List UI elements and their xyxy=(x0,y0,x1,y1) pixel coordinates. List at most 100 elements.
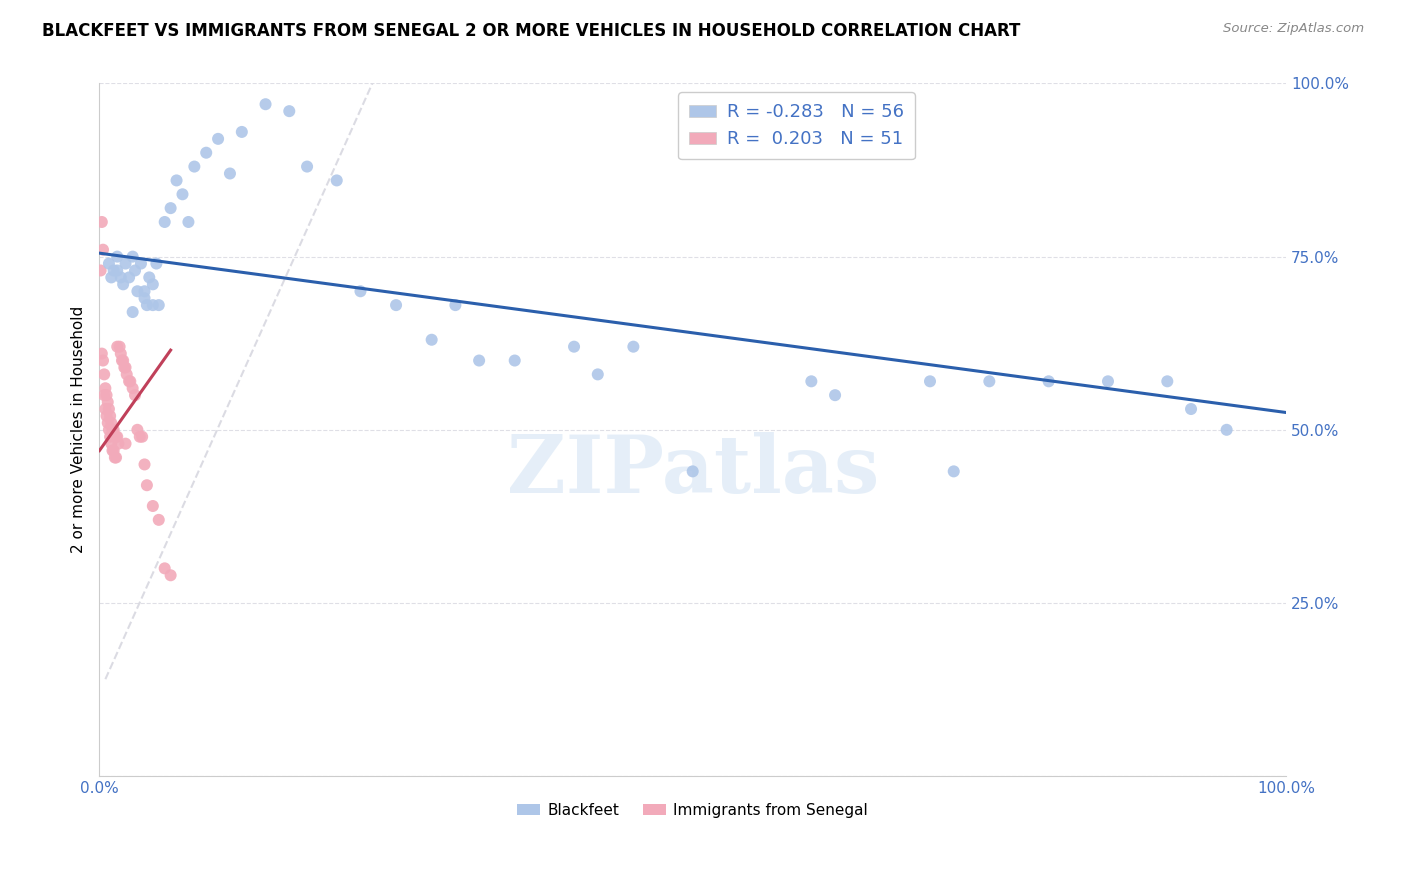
Point xyxy=(918,374,941,388)
Point xyxy=(824,388,846,402)
Point xyxy=(98,409,121,423)
Point xyxy=(349,285,371,299)
Point xyxy=(118,270,141,285)
Point xyxy=(166,173,188,187)
Point xyxy=(110,346,132,360)
Point xyxy=(97,256,120,270)
Point xyxy=(134,291,156,305)
Point xyxy=(97,402,120,417)
Point xyxy=(562,340,585,354)
Point xyxy=(468,353,491,368)
Point xyxy=(134,285,156,299)
Point xyxy=(90,346,112,360)
Point xyxy=(104,450,127,465)
Point xyxy=(96,388,118,402)
Point xyxy=(195,145,218,160)
Point xyxy=(112,360,135,375)
Point xyxy=(942,464,965,478)
Point xyxy=(326,173,349,187)
Point xyxy=(107,436,129,450)
Point xyxy=(177,215,200,229)
Point xyxy=(101,443,124,458)
Point xyxy=(121,250,143,264)
Point xyxy=(121,305,143,319)
Point xyxy=(94,402,117,417)
Point xyxy=(93,388,115,402)
Point xyxy=(101,423,124,437)
Point xyxy=(114,436,136,450)
Point xyxy=(131,430,153,444)
Point xyxy=(105,430,128,444)
Point xyxy=(115,368,138,382)
Point xyxy=(148,513,170,527)
Point xyxy=(127,423,149,437)
Point xyxy=(586,368,609,382)
Point xyxy=(127,285,149,299)
Point xyxy=(142,499,165,513)
Point xyxy=(100,416,122,430)
Point xyxy=(114,256,136,270)
Point xyxy=(105,340,128,354)
Point xyxy=(105,450,128,465)
Point xyxy=(231,125,253,139)
Point xyxy=(503,353,526,368)
Point xyxy=(128,430,150,444)
Point xyxy=(105,250,128,264)
Point xyxy=(94,381,117,395)
Point xyxy=(103,443,125,458)
Point xyxy=(124,263,146,277)
Point xyxy=(183,160,205,174)
Point xyxy=(97,395,120,409)
Point xyxy=(105,430,128,444)
Point xyxy=(385,298,408,312)
Point xyxy=(1215,423,1237,437)
Point xyxy=(979,374,1001,388)
Point xyxy=(97,416,120,430)
Point xyxy=(108,340,131,354)
Point xyxy=(142,298,165,312)
Point xyxy=(105,263,128,277)
Point xyxy=(114,360,136,375)
Point xyxy=(135,298,157,312)
Point xyxy=(1097,374,1119,388)
Point xyxy=(110,270,132,285)
Point xyxy=(120,374,142,388)
Point xyxy=(148,298,170,312)
Point xyxy=(621,340,644,354)
Legend: Blackfeet, Immigrants from Senegal: Blackfeet, Immigrants from Senegal xyxy=(512,797,875,824)
Point xyxy=(254,97,277,112)
Point xyxy=(295,160,318,174)
Point xyxy=(153,561,176,575)
Point xyxy=(444,298,467,312)
Point xyxy=(100,270,122,285)
Point xyxy=(135,478,157,492)
Point xyxy=(172,187,194,202)
Point xyxy=(90,215,112,229)
Point xyxy=(153,215,176,229)
Point xyxy=(91,353,114,368)
Point xyxy=(121,381,143,395)
Point xyxy=(118,374,141,388)
Point xyxy=(103,263,125,277)
Point xyxy=(682,464,704,478)
Text: Source: ZipAtlas.com: Source: ZipAtlas.com xyxy=(1223,22,1364,36)
Point xyxy=(100,436,122,450)
Point xyxy=(103,423,125,437)
Point xyxy=(134,458,156,472)
Point xyxy=(1038,374,1060,388)
Point xyxy=(104,430,127,444)
Point xyxy=(98,430,121,444)
Point xyxy=(278,104,301,119)
Point xyxy=(124,388,146,402)
Point xyxy=(129,256,152,270)
Text: ZIPatlas: ZIPatlas xyxy=(506,433,879,510)
Point xyxy=(112,353,135,368)
Y-axis label: 2 or more Vehicles in Household: 2 or more Vehicles in Household xyxy=(72,306,86,553)
Point xyxy=(1180,402,1202,417)
Point xyxy=(219,167,242,181)
Point xyxy=(159,568,181,582)
Point xyxy=(420,333,443,347)
Point xyxy=(90,263,112,277)
Point xyxy=(1156,374,1178,388)
Point xyxy=(145,256,167,270)
